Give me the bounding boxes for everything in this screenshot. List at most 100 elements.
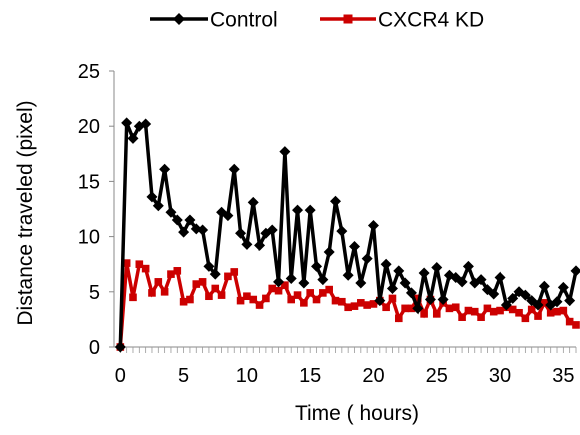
data-point — [205, 292, 213, 301]
data-point — [507, 292, 519, 304]
data-point — [445, 304, 454, 313]
data-point — [527, 305, 536, 314]
data-point — [241, 238, 253, 250]
x-tick-label: 30 — [489, 365, 511, 387]
data-point — [262, 294, 270, 303]
data-point — [546, 308, 555, 317]
data-point — [456, 276, 468, 288]
data-point — [394, 314, 403, 323]
data-point — [135, 260, 144, 268]
x-tick-label: 35 — [552, 365, 574, 387]
data-point — [348, 241, 360, 253]
legend-marker — [173, 13, 185, 25]
data-point — [281, 281, 289, 289]
data-point — [141, 264, 150, 273]
data-point — [192, 280, 201, 288]
data-point — [519, 289, 531, 301]
data-point — [235, 227, 247, 239]
series-0 — [114, 117, 580, 353]
data-point — [224, 272, 232, 281]
data-point — [306, 289, 314, 297]
data-point — [342, 269, 354, 281]
data-point — [496, 306, 504, 315]
legend-label: Control — [210, 9, 278, 32]
data-point — [500, 299, 512, 311]
data-point — [217, 291, 226, 299]
data-point — [179, 297, 188, 306]
data-point — [255, 301, 264, 309]
x-tick-label: 5 — [178, 365, 189, 387]
data-point — [431, 262, 443, 274]
data-point — [424, 294, 436, 306]
legend-marker — [343, 14, 353, 24]
data-point — [369, 300, 378, 308]
x-tick-label: 10 — [236, 365, 258, 387]
data-point — [279, 146, 291, 158]
data-point — [361, 253, 373, 265]
data-point — [393, 265, 405, 277]
data-point — [350, 302, 359, 310]
data-point — [173, 267, 182, 275]
legend: Control CXCR4 KD — [150, 9, 484, 32]
data-point — [374, 295, 386, 307]
data-point — [127, 132, 139, 144]
data-point — [380, 258, 392, 270]
data-point — [312, 295, 321, 304]
legend-item: CXCR4 KD — [320, 9, 484, 32]
data-point — [437, 294, 449, 306]
data-point — [287, 295, 296, 304]
data-point — [323, 246, 335, 258]
data-point — [171, 214, 183, 226]
data-point — [211, 284, 220, 293]
data-point — [559, 306, 568, 315]
data-point — [344, 303, 352, 312]
data-point — [247, 196, 259, 208]
data-point — [159, 163, 171, 175]
y-tick-label: 20 — [78, 116, 100, 138]
x-tick-label: 20 — [362, 365, 384, 387]
data-point — [470, 307, 479, 316]
data-point — [407, 304, 416, 313]
data-point — [186, 295, 194, 304]
data-point — [565, 317, 574, 326]
data-point — [357, 299, 365, 307]
data-point — [167, 270, 175, 278]
data-point — [121, 117, 133, 129]
data-point — [477, 313, 485, 321]
data-point — [420, 310, 428, 318]
data-point — [146, 191, 158, 203]
data-point — [564, 295, 576, 307]
data-point — [532, 299, 544, 311]
data-point — [222, 210, 234, 222]
x-tick-label: 0 — [115, 365, 126, 387]
data-point — [129, 293, 137, 302]
data-point — [367, 220, 379, 232]
data-point — [515, 308, 523, 317]
data-point — [160, 288, 169, 296]
data-point — [285, 273, 297, 285]
data-point — [412, 302, 424, 314]
y-tick-label: 0 — [89, 337, 100, 359]
y-tick-label: 25 — [78, 61, 100, 83]
data-point — [122, 259, 131, 267]
data-point — [540, 299, 549, 307]
x-axis-title: Time ( hours) — [295, 402, 419, 425]
data-point — [475, 274, 487, 286]
legend-label: CXCR4 KD — [378, 9, 484, 32]
data-point — [386, 282, 398, 294]
data-point — [165, 206, 177, 218]
data-point — [140, 118, 152, 130]
data-point — [230, 268, 239, 276]
data-point — [293, 291, 302, 299]
data-point — [274, 286, 283, 295]
data-point — [399, 277, 411, 289]
data-point — [154, 278, 163, 286]
data-point — [405, 287, 417, 299]
data-point — [355, 277, 367, 289]
data-point — [203, 260, 215, 272]
data-point — [178, 226, 190, 238]
y-tick-label: 10 — [78, 227, 100, 249]
data-point — [330, 195, 342, 207]
data-point — [114, 341, 126, 353]
data-point — [292, 204, 304, 216]
